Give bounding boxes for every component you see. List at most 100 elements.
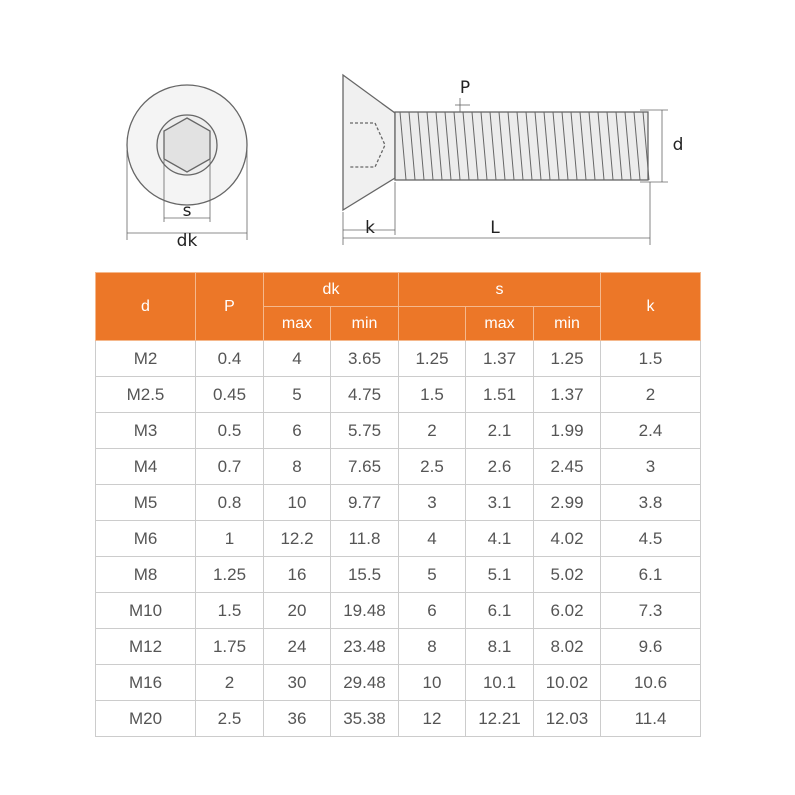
table-cell: 10.1 [465, 664, 534, 701]
table-cell: 5.1 [465, 556, 534, 593]
table-cell: 12 [398, 700, 466, 737]
table-cell: 2 [398, 412, 466, 449]
table-cell: 3.65 [330, 340, 399, 377]
thread-line [507, 111, 515, 181]
table-cell: 6.1 [465, 592, 534, 629]
table-row: M20 2.5 36 35.38 12 12.21 12.03 11.4 [95, 700, 701, 737]
table-cell: 5.02 [533, 556, 601, 593]
table-cell: 2 [195, 664, 264, 701]
thread-line [543, 111, 551, 181]
table-cell: 10 [398, 664, 466, 701]
header-cell: dk [263, 272, 399, 307]
table-cell: 10.6 [600, 664, 701, 701]
table-cell: 30 [263, 664, 331, 701]
table-cell: 4.1 [465, 520, 534, 557]
thread-line [462, 111, 470, 181]
table-cell: 1.5 [195, 592, 264, 629]
label-d: d [673, 135, 684, 155]
thread-line [525, 111, 533, 181]
thread-line [579, 111, 587, 181]
side-view [342, 73, 668, 245]
header-cell: d [95, 272, 196, 341]
table-cell: 2.6 [465, 448, 534, 485]
table-cell: 4.02 [533, 520, 601, 557]
label-dk: dk [177, 231, 198, 251]
table-row: M4 0.7 8 7.65 2.5 2.6 2.45 3 [95, 448, 701, 485]
thread-line [516, 111, 524, 181]
thread-line [435, 111, 443, 181]
thread-line [534, 111, 542, 181]
label-k: k [365, 218, 375, 238]
table-cell: 2.5 [398, 448, 466, 485]
thread-line [561, 111, 569, 181]
thread-line [597, 111, 605, 181]
thread-line [444, 111, 452, 181]
table-cell: 1.5 [398, 376, 466, 413]
table-cell: 11.8 [330, 520, 399, 557]
table-cell: 7.3 [600, 592, 701, 629]
table-cell: M20 [95, 700, 196, 737]
header-cell [398, 306, 466, 341]
table-cell: 6.02 [533, 592, 601, 629]
table-cell: 8.1 [465, 628, 534, 665]
table-cell: 6.1 [600, 556, 701, 593]
table-cell: 1.25 [398, 340, 466, 377]
table-cell: 8 [263, 448, 331, 485]
table-cell: 8 [398, 628, 466, 665]
table-cell: 3 [600, 448, 701, 485]
table-cell: 23.48 [330, 628, 399, 665]
table-cell: 3 [398, 484, 466, 521]
thread-line [552, 111, 560, 181]
table-cell: 8.02 [533, 628, 601, 665]
thread-line [489, 111, 497, 181]
table-cell: M12 [95, 628, 196, 665]
table-cell: 1.37 [465, 340, 534, 377]
thread-line [633, 111, 641, 181]
table-cell: 5 [398, 556, 466, 593]
table-cell: M8 [95, 556, 196, 593]
table-cell: M6 [95, 520, 196, 557]
table-cell: 36 [263, 700, 331, 737]
table-cell: 2.45 [533, 448, 601, 485]
header-cell: P [195, 272, 264, 341]
table-cell: 4 [263, 340, 331, 377]
table-cell: 3.1 [465, 484, 534, 521]
spec-table: d P dk s k max min max min M2 0.4 4 3.65 1.2… [95, 272, 701, 737]
table-cell: 0.8 [195, 484, 264, 521]
header-cell: min [330, 306, 399, 341]
table-cell: 12.21 [465, 700, 534, 737]
table-cell: 1 [195, 520, 264, 557]
table-row: M2.5 0.45 5 4.75 1.5 1.51 1.37 2 [95, 376, 701, 413]
header-cell: min [533, 306, 601, 341]
table-cell: 5.75 [330, 412, 399, 449]
table-cell: 1.25 [195, 556, 264, 593]
table-row: M12 1.75 24 23.48 8 8.1 8.02 9.6 [95, 628, 701, 665]
label-p: P [460, 78, 470, 98]
table-cell: 3.8 [600, 484, 701, 521]
table-row: M16 2 30 29.48 10 10.1 10.02 10.6 [95, 664, 701, 701]
table-cell: 1.5 [600, 340, 701, 377]
thread-line [588, 111, 596, 181]
thread-line [399, 111, 407, 181]
table-cell: 4.75 [330, 376, 399, 413]
table-row: M10 1.5 20 19.48 6 6.1 6.02 7.3 [95, 592, 701, 629]
thread-line [453, 111, 461, 181]
thread-line [417, 111, 425, 181]
thread-line [480, 111, 488, 181]
thread-line [606, 111, 614, 181]
front-view [126, 84, 248, 240]
table-cell: 12.2 [263, 520, 331, 557]
table-cell: 6 [398, 592, 466, 629]
header-cell: max [263, 306, 331, 341]
table-row: M6 1 12.2 11.8 4 4.1 4.02 4.5 [95, 520, 701, 557]
header-cell: max [465, 306, 534, 341]
table-cell: 6 [263, 412, 331, 449]
table-cell: 0.7 [195, 448, 264, 485]
table-cell: 11.4 [600, 700, 701, 737]
table-cell: 12.03 [533, 700, 601, 737]
table-cell: 1.25 [533, 340, 601, 377]
table-cell: M3 [95, 412, 196, 449]
thread-line [615, 111, 623, 181]
table-cell: 9.77 [330, 484, 399, 521]
